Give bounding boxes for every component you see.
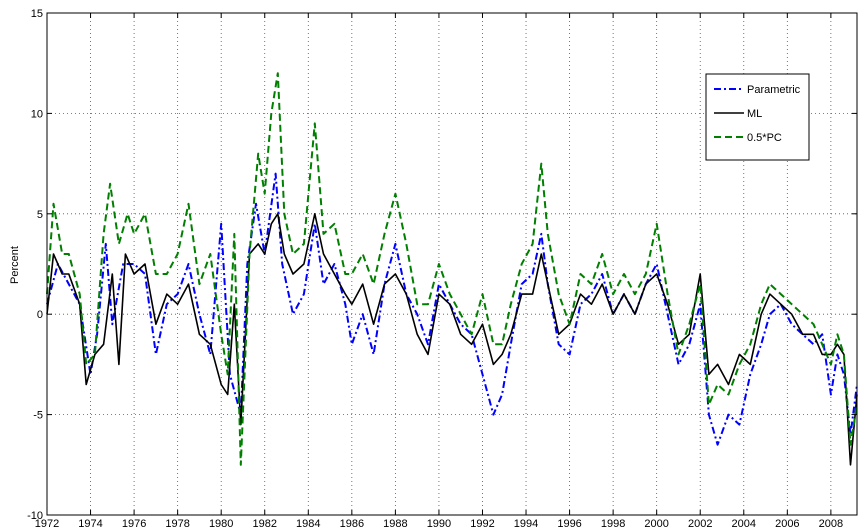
plot-area-border xyxy=(46,12,858,516)
legend-label: Parametric xyxy=(747,84,801,96)
x-tick-label: 2004 xyxy=(732,518,756,529)
x-tick-label: 1976 xyxy=(122,518,146,529)
y-tick-label: -10 xyxy=(27,510,43,522)
y-tick-label: -5 xyxy=(33,410,43,422)
x-tick-labels: 1972 1974 1976 1978 1980 1982 1984 1986 1988 1990… xyxy=(35,518,843,529)
x-tick-label: 1982 xyxy=(252,518,276,529)
x-tick-label: 1980 xyxy=(209,518,233,529)
y-tick-label: 15 xyxy=(31,8,43,20)
x-tick-label: 1984 xyxy=(296,518,320,529)
x-tick-label: 1998 xyxy=(601,518,625,529)
y-tick-label: 10 xyxy=(31,108,43,120)
x-tick-label: 2002 xyxy=(688,518,712,529)
x-tick-label: 2006 xyxy=(775,518,799,529)
y-tick-label: 0 xyxy=(37,309,43,321)
series-line-ml xyxy=(46,213,858,466)
x-tick-label: 1994 xyxy=(514,518,538,529)
x-tick-label: 1972 xyxy=(35,518,59,529)
legend-box xyxy=(705,73,810,161)
y-axis-label: Percent xyxy=(9,246,21,284)
x-tick-label: 1988 xyxy=(383,518,407,529)
series-layer xyxy=(46,72,858,466)
legend: Parametric ML 0.5*PC xyxy=(705,73,810,161)
y-tick-label: 5 xyxy=(37,209,43,221)
x-tick-label: 1978 xyxy=(165,518,189,529)
legend-label: ML xyxy=(747,108,762,120)
axis-ticks xyxy=(46,12,857,516)
legend-label: 0.5*PC xyxy=(747,132,782,144)
x-tick-label: 2008 xyxy=(819,518,843,529)
x-tick-label: 1992 xyxy=(470,518,494,529)
series-line-parametric xyxy=(46,172,858,446)
x-tick-label: 1990 xyxy=(427,518,451,529)
x-tick-label: 2000 xyxy=(644,518,668,529)
y-tick-labels: -10 -5 0 5 10 15 xyxy=(27,8,43,522)
series-line-0-5-pc xyxy=(46,72,858,466)
x-tick-label: 1996 xyxy=(557,518,581,529)
x-tick-label: 1986 xyxy=(340,518,364,529)
x-tick-label: 1974 xyxy=(78,518,102,529)
